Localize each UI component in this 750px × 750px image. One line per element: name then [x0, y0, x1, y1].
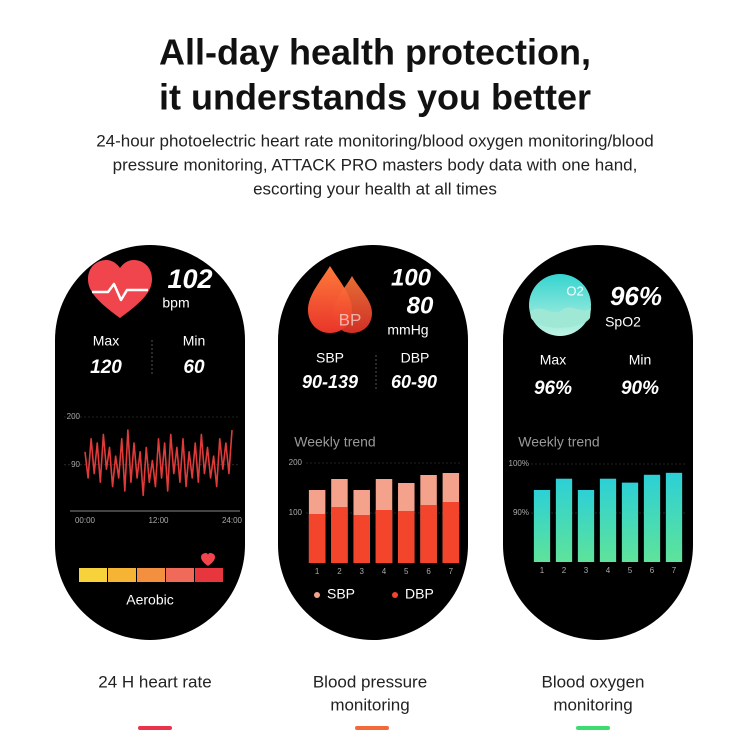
- subtitle: 24-hour photoelectric heart rate monitor…: [96, 131, 654, 150]
- x-tick-label: 12:00: [148, 516, 169, 525]
- legend-label: DBP: [405, 586, 434, 602]
- x-tick-label: 3: [584, 566, 589, 575]
- x-tick-label: 2: [337, 567, 342, 576]
- x-tick-label: 4: [606, 566, 611, 575]
- subtitle: escorting your health at all times: [253, 179, 497, 198]
- chart-title: Weekly trend: [294, 434, 375, 450]
- y-tick-label: 100: [289, 508, 303, 517]
- bar: [533, 489, 551, 562]
- dbp-label: DBP: [401, 350, 430, 366]
- bar: [375, 510, 393, 563]
- y-tick-label: 90%: [513, 508, 529, 517]
- y-tick-label: 200: [67, 412, 81, 421]
- caption: Blood pressure: [313, 672, 427, 691]
- unit: bpm: [162, 295, 189, 311]
- bar: [442, 502, 460, 563]
- min-label: Min: [629, 352, 652, 368]
- bp-icon: [308, 266, 372, 333]
- unit: mmHg: [387, 322, 428, 338]
- max-label: Max: [93, 333, 119, 349]
- caption-underline: [355, 726, 389, 730]
- x-tick-label: 24:00: [222, 516, 243, 525]
- caption: Blood oxygen: [541, 672, 644, 691]
- bar: [420, 505, 437, 563]
- sbp-label: SBP: [316, 350, 344, 366]
- bar: [577, 489, 595, 562]
- bar: [331, 507, 348, 563]
- x-tick-label: 5: [628, 566, 633, 575]
- diastolic: 80: [407, 292, 434, 319]
- legend-label: SBP: [327, 586, 355, 602]
- systolic: 100: [391, 264, 432, 291]
- bar: [555, 478, 573, 562]
- min-label: Min: [183, 333, 206, 349]
- bar: [643, 474, 661, 562]
- x-tick-label: 1: [540, 566, 545, 575]
- title: All-day health protection,: [159, 32, 591, 73]
- max-value: 96%: [534, 378, 572, 399]
- heart-rate-line: [84, 429, 233, 497]
- caption: monitoring: [330, 695, 409, 714]
- x-tick-label: 7: [672, 566, 677, 575]
- x-tick-label: 00:00: [75, 516, 96, 525]
- subtitle: pressure monitoring, ATTACK PRO masters …: [113, 155, 638, 174]
- caption-underline: [576, 726, 610, 730]
- x-tick-label: 2: [562, 566, 567, 575]
- bar: [398, 511, 415, 563]
- sbp-range: 90-139: [302, 372, 358, 392]
- y-tick-label: 100%: [509, 459, 529, 468]
- x-tick-label: 5: [404, 567, 409, 576]
- x-tick-label: 3: [359, 567, 364, 576]
- legend-swatch: [314, 592, 320, 598]
- chart-title: Weekly trend: [518, 434, 599, 450]
- title: it understands you better: [159, 77, 591, 118]
- heart-rate: 102: [167, 264, 212, 294]
- caption-underline: [138, 726, 172, 730]
- x-tick-label: 1: [315, 567, 320, 576]
- legend-swatch: [392, 592, 398, 598]
- bar: [665, 472, 683, 562]
- min-value: 90%: [621, 378, 659, 399]
- max-label: Max: [540, 352, 566, 368]
- x-tick-label: 4: [382, 567, 387, 576]
- y-tick-label: 200: [289, 458, 303, 467]
- y-tick-label: 90: [71, 460, 80, 469]
- caption: 24 H heart rate: [98, 672, 211, 691]
- caption: monitoring: [553, 695, 632, 714]
- bar: [599, 478, 617, 562]
- zone-label: Aerobic: [126, 592, 173, 608]
- unit: SpO2: [605, 314, 641, 330]
- x-tick-label: 6: [426, 567, 431, 576]
- dbp-range: 60-90: [391, 372, 437, 392]
- spo2-value: 96%: [610, 281, 662, 311]
- bar: [621, 482, 639, 562]
- max-value: 120: [90, 357, 122, 378]
- watch-screen: [55, 245, 245, 640]
- bar: [308, 514, 326, 563]
- icon-text: O2: [566, 283, 583, 298]
- heart-icon: [88, 260, 152, 318]
- zone-bar: [79, 553, 223, 582]
- icon-text: BP: [339, 310, 362, 329]
- x-tick-label: 6: [650, 566, 655, 575]
- x-tick-label: 7: [449, 567, 454, 576]
- min-value: 60: [183, 357, 205, 378]
- o2-icon: [529, 274, 591, 336]
- bar: [353, 515, 370, 563]
